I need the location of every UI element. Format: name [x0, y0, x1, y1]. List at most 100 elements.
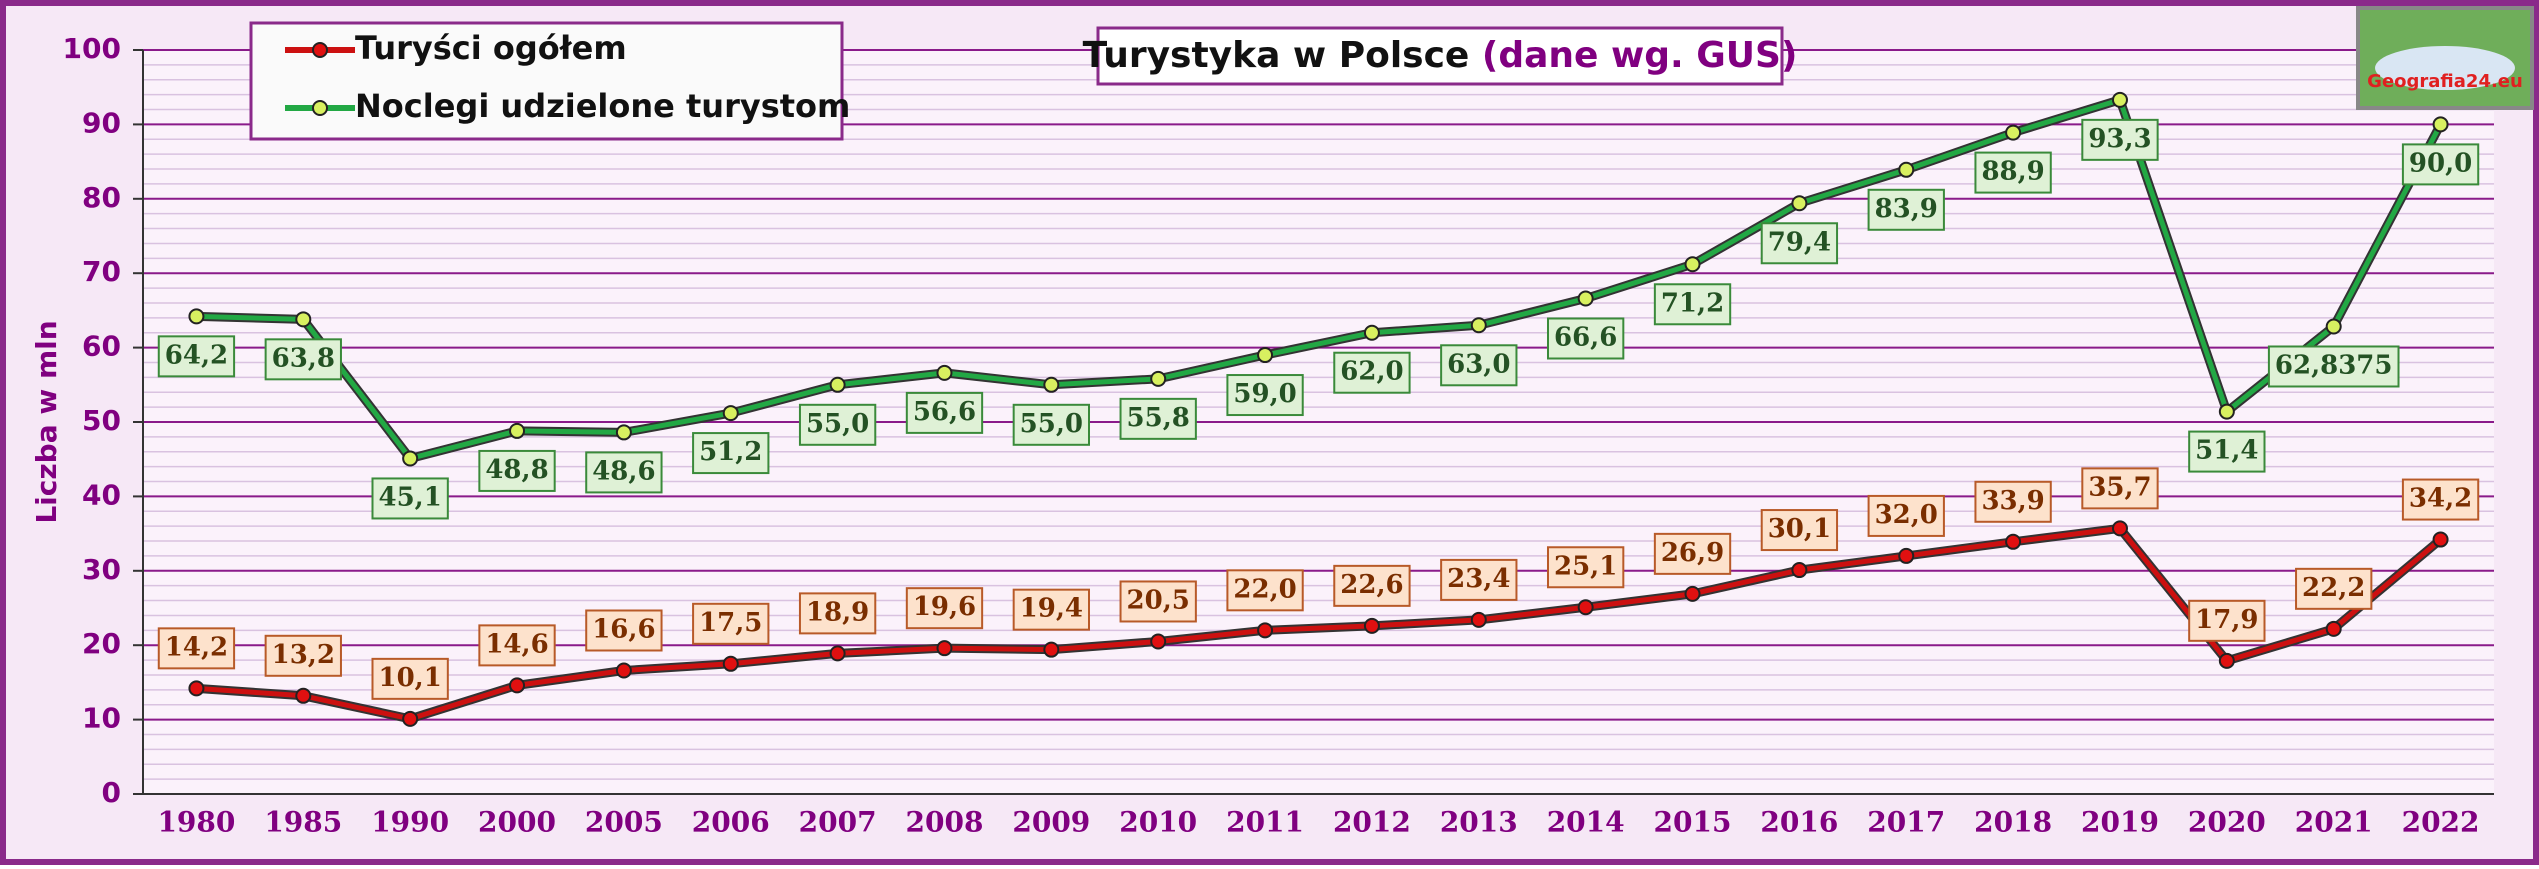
x-tick-label: 1980 — [157, 806, 235, 839]
x-tick-label: 2014 — [1547, 806, 1625, 839]
x-tick-label: 2017 — [1867, 806, 1945, 839]
marks: 14,2 13,2 10,1 14,6 16,6 17,5 18,9 19,6 19,4 20,5… — [157, 91, 2480, 727]
series-line — [196, 525, 2443, 722]
point — [188, 308, 205, 325]
data-label-box — [264, 634, 342, 677]
data-label-box — [1867, 188, 1945, 231]
point — [1577, 599, 1594, 616]
point — [615, 662, 632, 679]
title-box: Turystyka w Polsce (dane wg. GUS) — [1083, 26, 1797, 86]
data-label: 56,6 — [905, 391, 984, 434]
point — [1791, 562, 1808, 579]
data-label-box — [264, 338, 342, 381]
data-label: 55,0 — [1012, 403, 1091, 446]
point — [1898, 547, 1915, 564]
x-tick-label: 2015 — [1654, 806, 1732, 839]
x-tick-label: 2008 — [906, 806, 984, 839]
data-label-box — [1760, 509, 1839, 552]
title-main: Turystyka w Polsce — [1083, 35, 1470, 76]
data-label-box — [478, 624, 556, 667]
data-label-box — [1760, 222, 1839, 265]
data-label-text: 62,0 — [1340, 357, 1403, 387]
data-label: 51,4 — [2188, 430, 2266, 473]
grid: 0 10 20 30 40 50 60 70 80 90 100 1980 1985 1990 2000 20… — [63, 32, 2494, 839]
point — [2111, 91, 2128, 108]
data-label: 19,4 — [1012, 588, 1091, 631]
data-label: 10,1 — [371, 657, 449, 700]
data-label-text: 51,2 — [699, 437, 762, 467]
data-label-text: 55,0 — [1020, 409, 1083, 439]
x-tick-label: 2005 — [585, 806, 663, 839]
y-tick-label: 70 — [82, 255, 121, 288]
data-label: 22,6 — [1333, 564, 1411, 607]
data-label-box — [585, 609, 663, 652]
data-label-text: 16,6 — [592, 614, 655, 644]
y-tick-label: 90 — [82, 106, 121, 139]
data-label: 34,2 — [2401, 478, 2480, 521]
data-label: 48,8 — [478, 449, 556, 492]
point — [1043, 641, 1060, 658]
data-label-text: 55,0 — [806, 409, 869, 439]
point — [1470, 317, 1487, 334]
point — [2325, 620, 2342, 637]
x-tick-label: 2007 — [799, 806, 877, 839]
data-label-box — [1867, 494, 1945, 537]
data-label: 22,0 — [1226, 569, 1304, 612]
data-label-text: 19,4 — [1020, 594, 1083, 624]
data-label: 17,9 — [2188, 599, 2266, 642]
point — [509, 422, 526, 439]
data-label-box — [1546, 546, 1625, 589]
data-label-box — [1546, 317, 1625, 360]
data-label-box — [1333, 564, 1411, 607]
data-label-text: 83,9 — [1875, 194, 1938, 224]
data-label-box — [371, 657, 449, 700]
data-label-text: 17,5 — [699, 608, 762, 638]
point — [936, 364, 953, 381]
data-label: 22,2 — [2295, 567, 2373, 610]
data-label-box — [478, 449, 556, 492]
point — [1150, 633, 1167, 650]
point — [2111, 520, 2128, 537]
legend-label: Noclegi udzielone turystom — [355, 87, 850, 125]
data-label-box — [798, 592, 877, 635]
data-label-text: 93,3 — [2088, 124, 2151, 154]
x-tick-label: 1990 — [371, 806, 449, 839]
series-line — [196, 97, 2443, 461]
data-label-text: 63,8 — [272, 343, 335, 373]
data-label-box — [1440, 558, 1518, 601]
point — [1684, 585, 1701, 602]
point — [1257, 622, 1274, 639]
point — [1898, 161, 1915, 178]
point — [509, 677, 526, 694]
data-label-box — [2081, 467, 2159, 510]
data-label: 66,6 — [1546, 317, 1625, 360]
data-label: 55,8 — [1119, 397, 1197, 440]
data-label-text: 17,9 — [2195, 605, 2258, 635]
data-label-text: 26,9 — [1661, 538, 1724, 568]
data-label-text: 13,2 — [272, 640, 335, 670]
title-frame — [1096, 26, 1784, 86]
data-label-text: 22,2 — [2302, 573, 2365, 603]
point — [1150, 370, 1167, 387]
data-label: 64,2 — [157, 335, 236, 378]
logo: Geografia24.eu — [2356, 6, 2534, 110]
data-label: 35,7 — [2081, 467, 2159, 510]
data-label-box — [157, 335, 236, 378]
data-label: 63,0 — [1440, 344, 1518, 387]
data-label-text: 32,0 — [1875, 500, 1938, 530]
data-label: 59,0 — [1226, 374, 1304, 417]
point — [722, 405, 739, 422]
data-label-text: 51,4 — [2195, 436, 2258, 466]
data-label: 20,5 — [1119, 580, 1197, 623]
data-label-text: 19,6 — [913, 592, 976, 622]
data-label-text: 62,8375 — [2275, 350, 2393, 380]
point — [188, 680, 205, 697]
data-label: 26,9 — [1653, 532, 1732, 575]
data-label: 32,0 — [1867, 494, 1945, 537]
data-label-box — [1333, 351, 1411, 394]
y-tick-label: 40 — [82, 478, 121, 511]
x-tick-label: 2006 — [692, 806, 770, 839]
x-tick-label: 1985 — [264, 806, 342, 839]
